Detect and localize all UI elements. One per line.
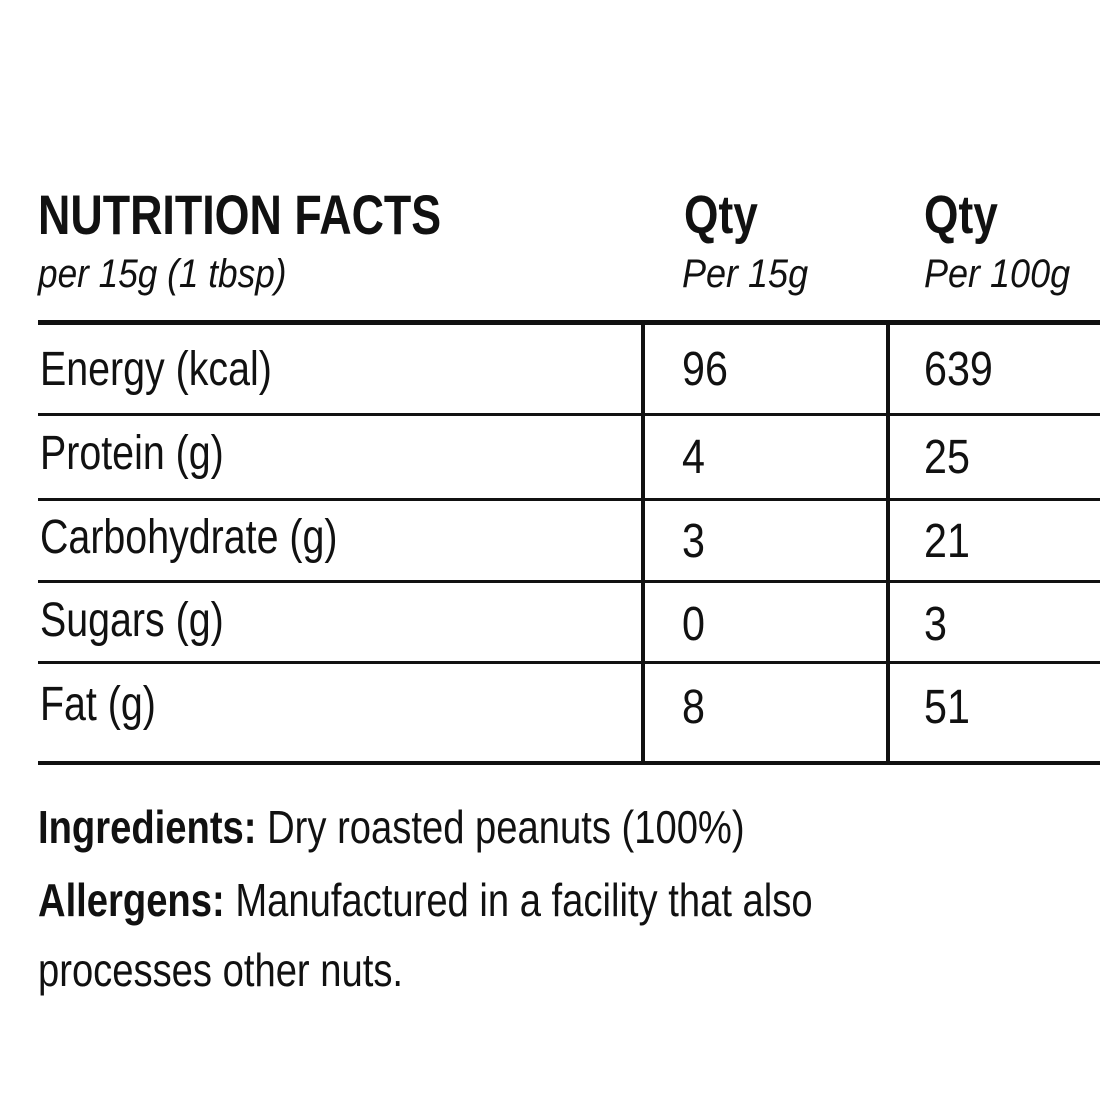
nutrition-title: NUTRITION FACTS [38, 183, 442, 246]
value-per100: 21 [924, 515, 970, 568]
column-divider [641, 322, 645, 764]
value-per100: 639 [924, 343, 993, 396]
serving-size: per 15g (1 tbsp) [38, 252, 287, 296]
nutrient-label: Carbohydrate (g) [40, 511, 338, 564]
value-per100: 25 [924, 431, 970, 484]
allergens-line-2: processes other nuts. [38, 944, 404, 996]
value-per15: 3 [682, 515, 705, 568]
row-divider [38, 498, 1100, 501]
allergens-text: Manufactured in a facility that also [235, 874, 813, 926]
table-top-rule [38, 320, 1100, 325]
value-per15: 8 [682, 681, 705, 734]
column-divider [886, 322, 890, 764]
value-per15: 0 [682, 598, 705, 651]
nutrient-label: Sugars (g) [40, 594, 224, 647]
table-bottom-rule [38, 761, 1100, 765]
ingredients-text: Dry roasted peanuts (100%) [267, 801, 745, 853]
ingredients-label: Ingredients: [38, 801, 257, 853]
value-per15: 96 [682, 343, 728, 396]
row-divider [38, 413, 1100, 416]
col-per100-subtitle: Per 100g [924, 252, 1071, 296]
nutrient-label: Fat (g) [40, 678, 156, 731]
value-per100: 51 [924, 681, 970, 734]
nutrient-label: Protein (g) [40, 427, 224, 480]
value-per15: 4 [682, 431, 705, 484]
col-per100-title: Qty [924, 185, 998, 245]
value-per100: 3 [924, 598, 947, 651]
nutrient-label: Energy (kcal) [40, 343, 272, 396]
allergens-label: Allergens: [38, 874, 225, 926]
ingredients-line: Ingredients: Dry roasted peanuts (100%) [38, 800, 889, 854]
col-per15-subtitle: Per 15g [682, 252, 809, 296]
col-per15-title: Qty [684, 185, 758, 245]
row-divider [38, 580, 1100, 583]
allergens-line: Allergens: Manufactured in a facility th… [38, 873, 971, 927]
row-divider [38, 661, 1100, 664]
